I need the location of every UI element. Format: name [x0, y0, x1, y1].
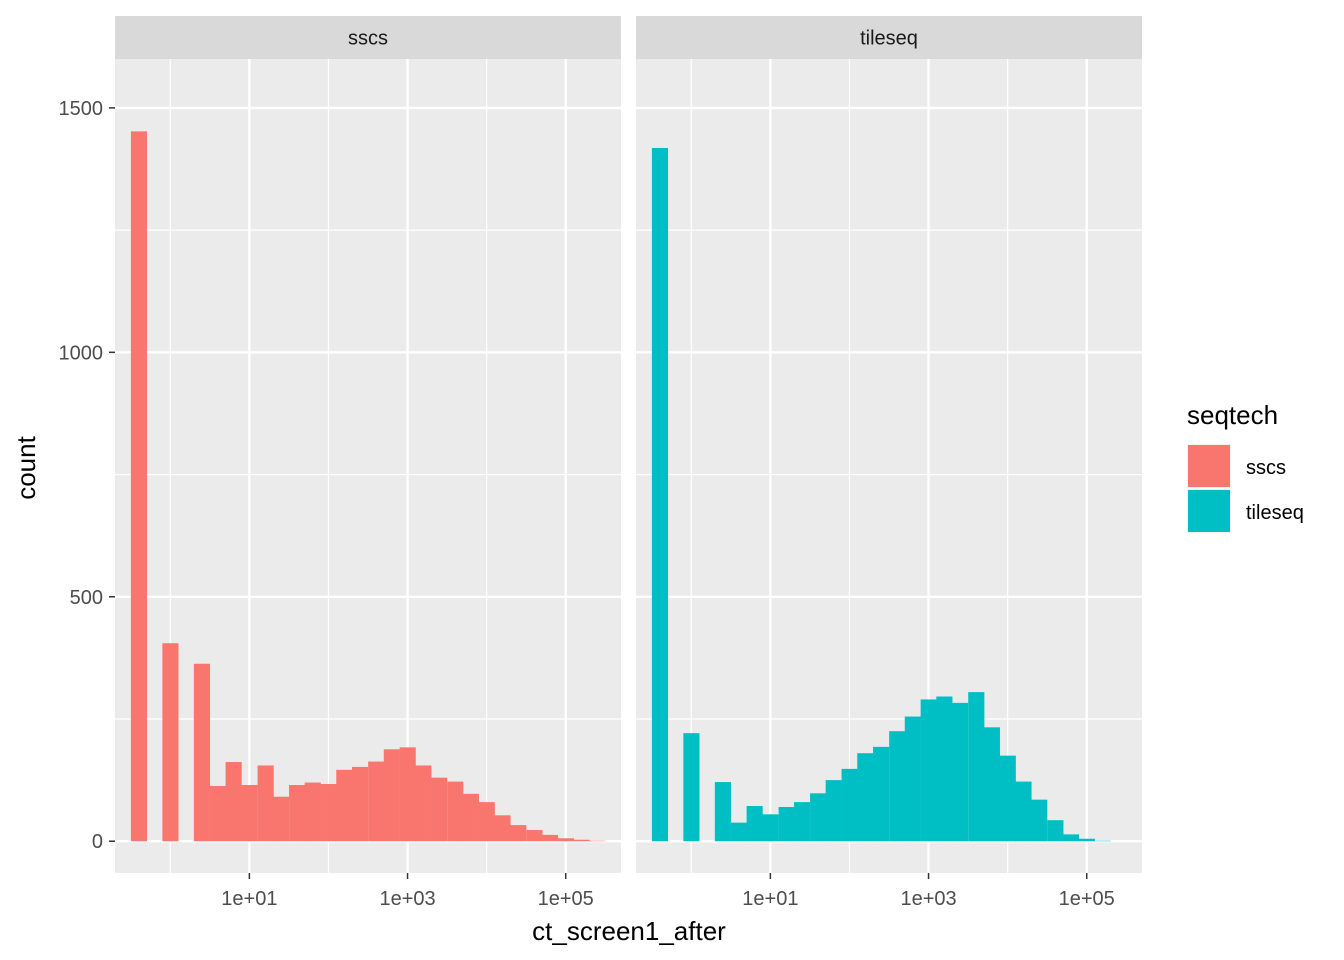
- x-tick-label: 1e+05: [1059, 888, 1115, 910]
- histogram-bar: [162, 643, 179, 842]
- histogram-bar: [415, 765, 432, 842]
- legend-key-swatch: [1188, 445, 1230, 487]
- legend-label-sscs: sscs: [1246, 457, 1286, 479]
- histogram-bar: [730, 822, 748, 842]
- x-tick-label: 1e+05: [538, 888, 594, 910]
- histogram-bar: [336, 769, 353, 842]
- histogram-bar: [589, 840, 606, 842]
- histogram-bar: [447, 781, 464, 842]
- y-tick-label: 500: [70, 587, 103, 609]
- histogram-bar: [952, 702, 969, 842]
- y-tick-label: 0: [92, 831, 103, 853]
- x-tick-label: 1e+03: [379, 888, 435, 910]
- histogram-bar: [494, 815, 511, 842]
- histogram-bar: [841, 768, 858, 842]
- facet-strip-label: sscs: [348, 28, 388, 50]
- histogram-bar: [825, 780, 842, 842]
- histogram-bar: [462, 793, 479, 842]
- panel-background: [636, 59, 1142, 873]
- histogram-bar: [904, 716, 921, 842]
- histogram-bar: [352, 766, 369, 842]
- histogram-bar: [383, 749, 400, 842]
- histogram-bar: [873, 746, 890, 842]
- x-tick-label: 1e+01: [221, 888, 277, 910]
- histogram-bar: [746, 806, 763, 842]
- x-tick-label: 1e+01: [742, 888, 798, 910]
- histogram-bar: [368, 761, 385, 842]
- histogram-bar: [257, 765, 274, 842]
- histogram-bar: [526, 829, 543, 842]
- histogram-bar: [557, 838, 574, 842]
- legend: seqtech sscs tileseq: [1187, 400, 1304, 533]
- histogram-bar: [1047, 820, 1064, 842]
- histogram-bar: [1015, 781, 1032, 842]
- panel-background: [115, 59, 621, 873]
- legend-key-swatch: [1188, 490, 1230, 532]
- histogram-bar: [778, 807, 795, 842]
- legend-label-tileseq: tileseq: [1246, 502, 1304, 524]
- histogram-bar: [1031, 799, 1048, 842]
- histogram-bar: [130, 131, 148, 842]
- histogram-bar: [1094, 840, 1111, 842]
- y-tick-label: 1000: [59, 342, 104, 364]
- histogram-bar: [651, 147, 669, 842]
- histogram-bar: [762, 814, 779, 842]
- facet-strip: [636, 16, 1142, 59]
- histogram-bar: [793, 802, 811, 842]
- facet-panels: sscs 1e+01 1e+03 1e+05 tileseq 1e+01 1e+03 1e+0…: [115, 16, 1142, 910]
- histogram-bar: [857, 753, 874, 842]
- facet-panel-tileseq: tileseq 1e+01 1e+03 1e+05: [636, 16, 1142, 910]
- histogram-bar: [289, 785, 306, 842]
- histogram-bar: [241, 785, 258, 842]
- histogram-bar: [920, 699, 937, 842]
- facet-strip-label: tileseq: [860, 28, 918, 50]
- histogram-bar: [1062, 834, 1080, 842]
- histogram-bar: [573, 839, 590, 842]
- histogram-bar: [541, 834, 559, 842]
- histogram-bar: [936, 696, 953, 842]
- histogram-bar: [510, 825, 527, 842]
- histogram-bar: [478, 802, 495, 842]
- histogram-bar: [889, 731, 906, 842]
- histogram-bar: [399, 747, 416, 842]
- histogram-bar: [272, 796, 290, 842]
- histogram-bar: [209, 785, 227, 842]
- histogram-bar: [304, 782, 321, 842]
- histogram-bar: [714, 782, 731, 842]
- x-tick-label: 1e+03: [900, 888, 956, 910]
- y-axis: 0 500 1000 1500: [59, 98, 115, 853]
- x-axis-title: ct_screen1_after: [532, 916, 726, 946]
- histogram-bar: [193, 663, 210, 842]
- y-axis-title: count: [11, 435, 41, 499]
- y-tick-label: 1500: [59, 98, 104, 120]
- histogram-bar: [225, 762, 242, 842]
- facet-panel-sscs: sscs 1e+01 1e+03 1e+05: [115, 16, 621, 910]
- legend-title: seqtech: [1187, 400, 1278, 430]
- histogram-bar: [320, 784, 337, 842]
- histogram-bar: [683, 733, 700, 842]
- histogram-bar: [1078, 838, 1095, 842]
- histogram-bar: [983, 727, 1000, 842]
- facet-strip: [115, 16, 621, 59]
- histogram-bar: [810, 793, 827, 842]
- histogram-bar: [999, 755, 1016, 842]
- histogram-bar: [968, 692, 985, 842]
- histogram-bar: [431, 777, 448, 842]
